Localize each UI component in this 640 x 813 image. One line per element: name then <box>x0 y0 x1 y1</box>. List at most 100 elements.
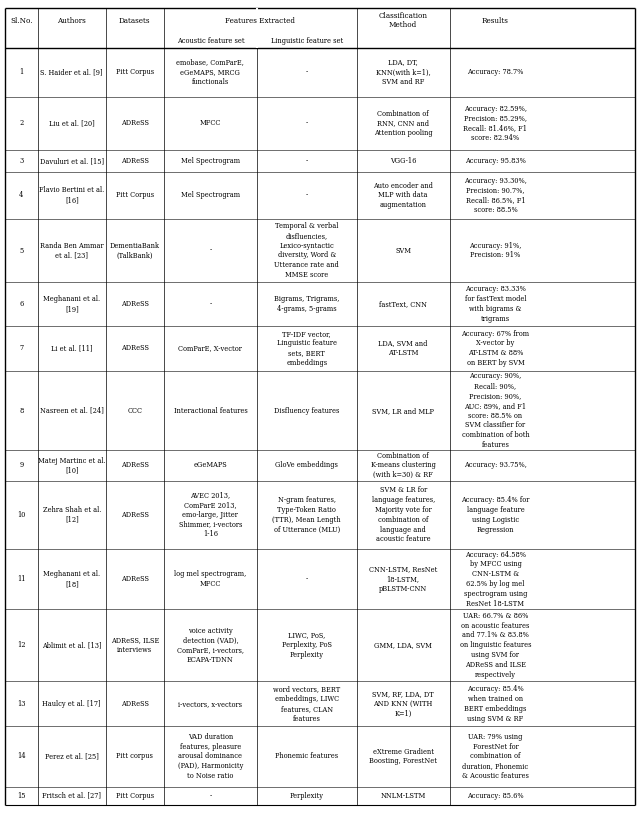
Text: Results: Results <box>482 16 509 24</box>
Text: ADReSS, ILSE
interviews: ADReSS, ILSE interviews <box>111 637 159 654</box>
Text: Matej Martinc et al.
[10]: Matej Martinc et al. [10] <box>38 457 106 474</box>
Text: VGG-16: VGG-16 <box>390 157 417 165</box>
Text: LDA, DT,
KNN(with k=1),
SVM and RF: LDA, DT, KNN(with k=1), SVM and RF <box>376 59 431 86</box>
Text: 7: 7 <box>19 345 24 352</box>
Text: 14: 14 <box>17 753 26 760</box>
Text: Authors: Authors <box>58 16 86 24</box>
Text: 8: 8 <box>19 406 24 415</box>
Text: TF-IDF vector,
Linguistic feature
sets, BERT
embeddings: TF-IDF vector, Linguistic feature sets, … <box>276 330 337 367</box>
Text: 15: 15 <box>17 792 26 800</box>
Text: ComParE, X-vector: ComParE, X-vector <box>179 345 243 352</box>
Text: Pitt corpus: Pitt corpus <box>116 753 153 760</box>
Text: Ablimit et al. [13]: Ablimit et al. [13] <box>42 641 102 650</box>
Text: ADReSS: ADReSS <box>121 511 148 519</box>
Text: Perez et al. [25]: Perez et al. [25] <box>45 753 99 760</box>
Text: 3: 3 <box>19 157 24 165</box>
Text: GMM, LDA, SVM: GMM, LDA, SVM <box>374 641 432 650</box>
Text: word vectors, BERT
embeddings, LIWC
features, CLAN
features: word vectors, BERT embeddings, LIWC feat… <box>273 685 340 723</box>
Text: ADReSS: ADReSS <box>121 462 148 469</box>
Text: voice activity
detection (VAD),
ComParE, i-vectors,
ECAPA-TDNN: voice activity detection (VAD), ComParE,… <box>177 627 244 664</box>
Text: Acoustic feature set: Acoustic feature set <box>177 37 244 45</box>
Text: ADReSS: ADReSS <box>121 575 148 583</box>
Text: 12: 12 <box>17 641 26 650</box>
Text: Combination of
RNN, CNN and
Attention pooling: Combination of RNN, CNN and Attention po… <box>374 110 433 137</box>
Text: eXtreme Gradient
Boosting, ForestNet: eXtreme Gradient Boosting, ForestNet <box>369 748 437 765</box>
Text: CNN-LSTM, ResNet
18-LSTM,
pBLSTM-CNN: CNN-LSTM, ResNet 18-LSTM, pBLSTM-CNN <box>369 565 437 593</box>
Text: -: - <box>209 792 211 800</box>
Text: SVM & LR for
language features,
Majority vote for
combination of
language and
ac: SVM & LR for language features, Majority… <box>372 486 435 543</box>
Text: Accuracy: 95.83%: Accuracy: 95.83% <box>465 157 526 165</box>
Text: Accuracy: 78.7%: Accuracy: 78.7% <box>467 68 524 76</box>
Text: emobase, ComParE,
eGeMAPS, MRCG
functionals: emobase, ComParE, eGeMAPS, MRCG function… <box>177 59 244 86</box>
Text: 4: 4 <box>19 191 24 199</box>
Text: ADReSS: ADReSS <box>121 300 148 308</box>
Text: Bigrams, Trigrams,
4-grams, 5-grams: Bigrams, Trigrams, 4-grams, 5-grams <box>274 295 339 313</box>
Text: Temporal & verbal
disfluencies,
Lexico-syntactic
diversity, Word &
Utterance rat: Temporal & verbal disfluencies, Lexico-s… <box>275 222 339 279</box>
Text: 13: 13 <box>17 700 26 708</box>
Text: Mel Spectrogram: Mel Spectrogram <box>181 191 240 199</box>
Text: Accuracy: 93.30%,
Precision: 90.7%,
Recall: 86.5%, F1
score: 88.5%: Accuracy: 93.30%, Precision: 90.7%, Reca… <box>464 176 527 214</box>
Text: Meghanani et al.
[19]: Meghanani et al. [19] <box>44 295 100 313</box>
Text: Pitt Corpus: Pitt Corpus <box>116 191 154 199</box>
Text: Features Extracted: Features Extracted <box>225 16 295 24</box>
Text: 9: 9 <box>19 462 24 469</box>
Text: 5: 5 <box>19 246 24 254</box>
Text: ADReSS: ADReSS <box>121 157 148 165</box>
Text: Nasreen et al. [24]: Nasreen et al. [24] <box>40 406 104 415</box>
Text: ADReSS: ADReSS <box>121 120 148 128</box>
Text: MFCC: MFCC <box>200 120 221 128</box>
Text: LIWC, PoS,
Perplexity, PoS
Perplexity: LIWC, PoS, Perplexity, PoS Perplexity <box>282 632 332 659</box>
Text: N-gram features,
Type-Token Ratio
(TTR), Mean Length
of Utterance (MLU): N-gram features, Type-Token Ratio (TTR),… <box>273 496 341 533</box>
Text: Sl.No.: Sl.No. <box>10 16 33 24</box>
Text: -: - <box>209 300 211 308</box>
Text: LDA, SVM and
AT-LSTM: LDA, SVM and AT-LSTM <box>378 340 428 357</box>
Text: 2: 2 <box>19 120 24 128</box>
Text: Zehra Shah et al.
[12]: Zehra Shah et al. [12] <box>43 506 101 524</box>
Text: Accuracy: 90%,
Recall: 90%,
Precision: 90%,
AUC: 89%, and F1
score: 88.5% on
SVM: Accuracy: 90%, Recall: 90%, Precision: 9… <box>461 372 529 449</box>
Text: Accuracy: 85.4% for
language feature
using Logistic
Regression: Accuracy: 85.4% for language feature usi… <box>461 496 530 533</box>
Text: -: - <box>306 68 308 76</box>
Text: Combination of
K-means clustering
(with k=30) & RF: Combination of K-means clustering (with … <box>371 452 436 479</box>
Text: Li et al. [11]: Li et al. [11] <box>51 345 93 352</box>
Text: 10: 10 <box>17 511 26 519</box>
Text: ADReSS: ADReSS <box>121 700 148 708</box>
Text: UAR: 66.7% & 86%
on acoustic features
and 77.1% & 83.8%
on linguistic features
u: UAR: 66.7% & 86% on acoustic features an… <box>460 612 531 679</box>
Text: Davuluri et al. [15]: Davuluri et al. [15] <box>40 157 104 165</box>
Text: 11: 11 <box>17 575 26 583</box>
Text: S. Haider et al. [9]: S. Haider et al. [9] <box>40 68 103 76</box>
Text: -: - <box>306 157 308 165</box>
Text: AVEC 2013,
ComParE 2013,
emo-large, Jitter
Shimmer, i-vectors
1-16: AVEC 2013, ComParE 2013, emo-large, Jitt… <box>179 491 242 538</box>
Text: GloVe embeddings: GloVe embeddings <box>275 462 338 469</box>
Text: Auto encoder and
MLP with data
augmentation: Auto encoder and MLP with data augmentat… <box>373 181 433 209</box>
Text: i-vectors, x-vectors: i-vectors, x-vectors <box>179 700 243 708</box>
Text: Pitt Corpus: Pitt Corpus <box>116 68 154 76</box>
Text: CCC: CCC <box>127 406 142 415</box>
Text: Fritsch et al. [27]: Fritsch et al. [27] <box>42 792 101 800</box>
Text: eGeMAPS: eGeMAPS <box>193 462 227 469</box>
Text: VAD duration
features, pleasure
arousal dominance
(PAD), Harmonicity
to Noise ra: VAD duration features, pleasure arousal … <box>178 733 243 780</box>
Text: SVM, LR and MLP: SVM, LR and MLP <box>372 406 434 415</box>
Text: Accuracy: 67% from
X-vector by
AT-LSTM & 88%
on BERT by SVM: Accuracy: 67% from X-vector by AT-LSTM &… <box>461 330 529 367</box>
Text: Accuracy: 91%,
Precision: 91%: Accuracy: 91%, Precision: 91% <box>469 241 522 259</box>
Text: Accuracy: 64.58%
by MFCC using
CNN-LSTM &
62.5% by log mel
spectrogram using
Res: Accuracy: 64.58% by MFCC using CNN-LSTM … <box>464 550 527 607</box>
Text: Accuracy: 85.6%: Accuracy: 85.6% <box>467 792 524 800</box>
Text: Mel Spectrogram: Mel Spectrogram <box>181 157 240 165</box>
Text: -: - <box>209 246 211 254</box>
Text: 1: 1 <box>19 68 24 76</box>
Text: Haulcy et al. [17]: Haulcy et al. [17] <box>42 700 101 708</box>
Text: Datasets: Datasets <box>119 16 150 24</box>
Text: ADReSS: ADReSS <box>121 345 148 352</box>
Text: Classification
Method: Classification Method <box>379 11 428 29</box>
Text: Randa Ben Ammar
et al. [23]: Randa Ben Ammar et al. [23] <box>40 241 104 259</box>
Text: NNLM-LSTM: NNLM-LSTM <box>381 792 426 800</box>
Text: DementiaBank
(TalkBank): DementiaBank (TalkBank) <box>110 241 160 259</box>
Text: Disfluency features: Disfluency features <box>274 406 339 415</box>
Text: Accuracy: 93.75%,: Accuracy: 93.75%, <box>464 462 527 469</box>
Text: log mel spectrogram,
MFCC: log mel spectrogram, MFCC <box>174 570 246 588</box>
Text: Perplexity: Perplexity <box>290 792 324 800</box>
Text: Accuracy: 85.4%
when trained on
BERT embeddings
using SVM & RF: Accuracy: 85.4% when trained on BERT emb… <box>464 685 527 723</box>
Text: -: - <box>306 575 308 583</box>
Text: Phonemic features: Phonemic features <box>275 753 339 760</box>
Text: SVM, RF, LDA, DT
AND KNN (WITH
K=1): SVM, RF, LDA, DT AND KNN (WITH K=1) <box>372 690 434 718</box>
Text: Liu et al. [20]: Liu et al. [20] <box>49 120 95 128</box>
